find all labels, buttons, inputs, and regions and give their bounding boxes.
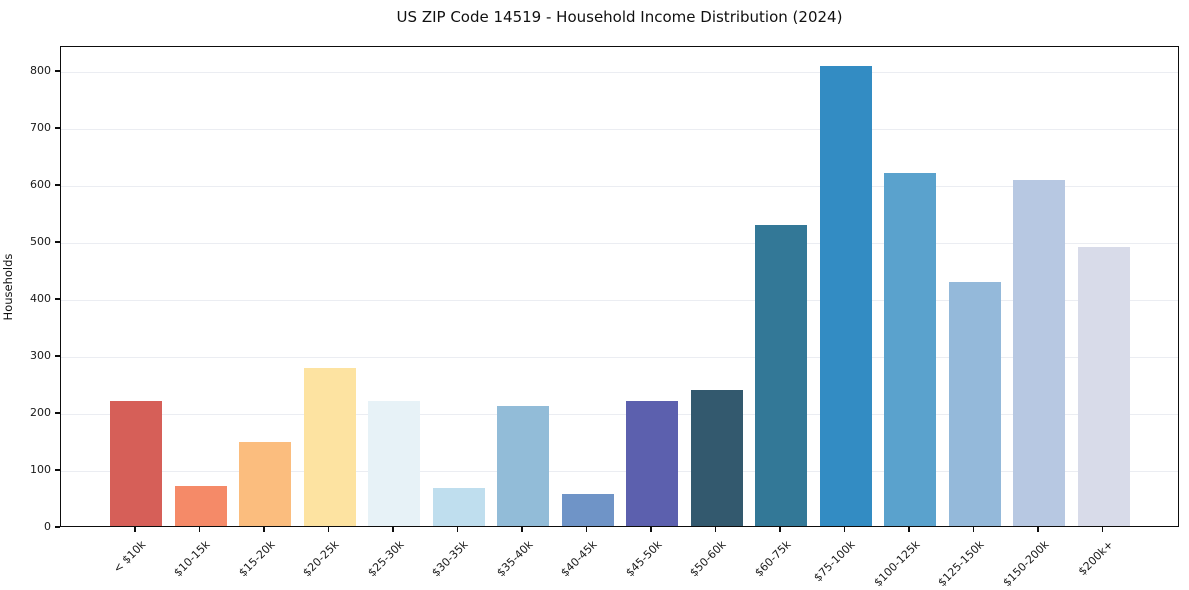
x-tick-mark bbox=[843, 527, 846, 532]
x-tick-mark bbox=[1037, 527, 1039, 532]
y-axis-label: Households bbox=[1, 253, 15, 321]
bar-30-35k bbox=[432, 487, 485, 526]
x-tick-mark bbox=[779, 527, 781, 532]
bar-45-50k bbox=[626, 401, 678, 526]
bar-200k bbox=[1077, 246, 1130, 526]
x-tick-label-14: $150-200k bbox=[1000, 538, 1052, 590]
x-tick-label-4: $25-30k bbox=[364, 538, 407, 580]
bar-75-100k bbox=[819, 65, 872, 526]
chart-title: US ZIP Code 14519 - Household Income Dis… bbox=[396, 8, 843, 26]
y-tick-label-200: 200 bbox=[30, 406, 51, 420]
x-tick-mark bbox=[263, 527, 265, 532]
x-tick-mark bbox=[908, 527, 910, 532]
gridline-y300 bbox=[61, 357, 1178, 359]
bar-150-200k bbox=[1013, 180, 1065, 526]
x-tick-mark bbox=[198, 527, 201, 532]
plot-area bbox=[60, 46, 1179, 527]
y-tick-label-500: 500 bbox=[30, 235, 51, 249]
gridline-y100 bbox=[61, 471, 1178, 472]
bar-60-75k bbox=[755, 224, 807, 526]
x-tick-label-12: $100-125k bbox=[871, 538, 923, 590]
y-tick-mark bbox=[55, 412, 60, 414]
gridline-y700 bbox=[61, 129, 1178, 131]
x-tick-label-0: < $10k bbox=[110, 538, 149, 576]
y-tick-label-400: 400 bbox=[30, 292, 51, 306]
gridline-y800 bbox=[61, 72, 1178, 74]
x-tick-mark bbox=[1101, 527, 1104, 532]
gridline-y400 bbox=[61, 300, 1178, 302]
bar-25-30k bbox=[368, 401, 420, 526]
y-tick-label-0: 0 bbox=[44, 520, 51, 533]
x-tick-mark bbox=[521, 527, 523, 532]
x-tick-label-10: $60-75k bbox=[751, 538, 794, 580]
bar-20-25k bbox=[303, 367, 356, 526]
bar-125-150k bbox=[948, 282, 1001, 526]
y-tick-label-600: 600 bbox=[30, 178, 51, 192]
x-tick-mark bbox=[134, 527, 136, 532]
y-tick-label-300: 300 bbox=[30, 349, 51, 363]
x-tick-label-3: $20-25k bbox=[300, 538, 342, 580]
x-tick-label-6: $35-40k bbox=[493, 538, 536, 580]
y-tick-mark bbox=[55, 526, 60, 528]
y-tick-mark bbox=[55, 298, 60, 300]
y-tick-mark bbox=[55, 127, 60, 129]
gridline-y500 bbox=[61, 243, 1178, 245]
x-tick-mark bbox=[392, 527, 394, 532]
bar-10k bbox=[110, 400, 162, 526]
bar-35-40k bbox=[497, 405, 549, 526]
x-tick-label-11: $75-100k bbox=[811, 538, 858, 585]
x-tick-mark bbox=[714, 527, 717, 532]
bar-100-125k bbox=[884, 172, 936, 526]
bar-10-15k bbox=[174, 486, 227, 526]
bar-40-45k bbox=[561, 494, 614, 526]
y-tick-mark bbox=[55, 184, 60, 186]
y-tick-label-800: 800 bbox=[30, 64, 51, 78]
gridline-y600 bbox=[61, 186, 1178, 188]
y-tick-mark bbox=[55, 70, 60, 72]
bar-15-20k bbox=[239, 442, 291, 526]
y-tick-label-700: 700 bbox=[30, 121, 51, 135]
y-tick-mark bbox=[55, 469, 60, 471]
x-tick-mark bbox=[972, 527, 975, 532]
x-tick-label-8: $45-50k bbox=[622, 538, 665, 580]
x-tick-label-7: $40-45k bbox=[558, 538, 600, 580]
x-tick-label-13: $125-150k bbox=[935, 538, 987, 590]
x-tick-mark bbox=[650, 527, 652, 532]
x-tick-label-15: $200k+ bbox=[1075, 538, 1116, 579]
y-tick-label-100: 100 bbox=[30, 463, 51, 476]
x-tick-label-5: $30-35k bbox=[429, 538, 471, 580]
x-tick-mark bbox=[327, 527, 330, 532]
x-tick-label-1: $10-15k bbox=[171, 538, 213, 580]
gridline-y200 bbox=[61, 414, 1178, 416]
y-tick-mark bbox=[55, 355, 60, 357]
x-tick-mark bbox=[585, 527, 588, 532]
x-tick-label-9: $50-60k bbox=[687, 538, 729, 580]
bar-50-60k bbox=[690, 390, 743, 526]
y-tick-mark bbox=[55, 241, 60, 243]
x-tick-mark bbox=[456, 527, 459, 532]
x-tick-label-2: $15-20k bbox=[235, 538, 278, 580]
